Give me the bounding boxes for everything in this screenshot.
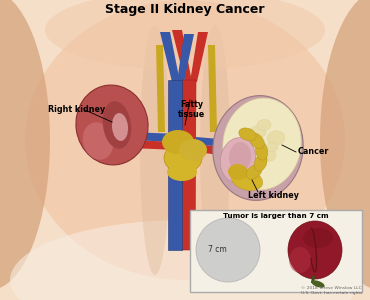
Ellipse shape <box>303 228 333 248</box>
Ellipse shape <box>239 128 256 141</box>
Ellipse shape <box>103 101 131 149</box>
Polygon shape <box>208 45 217 132</box>
Ellipse shape <box>246 137 266 153</box>
Polygon shape <box>311 276 315 283</box>
Ellipse shape <box>288 221 342 279</box>
Text: Right kidney: Right kidney <box>48 106 105 115</box>
Ellipse shape <box>249 133 264 149</box>
Ellipse shape <box>257 119 271 130</box>
Ellipse shape <box>231 169 263 190</box>
Ellipse shape <box>254 154 267 171</box>
Polygon shape <box>156 45 165 132</box>
Ellipse shape <box>10 220 360 300</box>
Text: Cancer: Cancer <box>298 148 329 157</box>
Text: Left kidney: Left kidney <box>248 190 299 200</box>
Ellipse shape <box>76 85 148 165</box>
Ellipse shape <box>164 143 202 173</box>
Text: Stage II Kidney Cancer: Stage II Kidney Cancer <box>105 3 265 16</box>
Polygon shape <box>130 132 178 142</box>
Text: 7 cm: 7 cm <box>208 245 226 254</box>
Ellipse shape <box>179 139 207 161</box>
Polygon shape <box>181 80 196 250</box>
Ellipse shape <box>200 25 230 275</box>
Ellipse shape <box>239 144 253 156</box>
Ellipse shape <box>167 163 197 181</box>
Text: Tumor is larger than 7 cm: Tumor is larger than 7 cm <box>223 213 329 219</box>
Ellipse shape <box>228 164 248 180</box>
Polygon shape <box>196 137 231 148</box>
Ellipse shape <box>246 164 262 179</box>
Ellipse shape <box>0 0 50 290</box>
Ellipse shape <box>260 148 276 161</box>
Ellipse shape <box>25 0 345 280</box>
Ellipse shape <box>266 142 278 152</box>
Ellipse shape <box>289 247 311 273</box>
Ellipse shape <box>45 0 325 70</box>
Polygon shape <box>177 34 194 82</box>
Ellipse shape <box>112 113 128 141</box>
Ellipse shape <box>140 25 170 275</box>
Ellipse shape <box>256 142 268 160</box>
Ellipse shape <box>223 98 301 190</box>
Polygon shape <box>172 30 192 82</box>
Ellipse shape <box>244 133 256 143</box>
Ellipse shape <box>311 280 324 288</box>
Ellipse shape <box>229 142 251 172</box>
Polygon shape <box>130 140 178 150</box>
Ellipse shape <box>220 138 256 182</box>
Circle shape <box>196 218 260 282</box>
FancyBboxPatch shape <box>190 210 362 292</box>
Text: © 2018 Terese Winslow LLC
U.S. Govt. has certain rights: © 2018 Terese Winslow LLC U.S. Govt. has… <box>300 286 362 295</box>
Ellipse shape <box>320 0 370 290</box>
Ellipse shape <box>250 126 266 138</box>
Polygon shape <box>196 144 230 156</box>
Ellipse shape <box>162 130 194 154</box>
Ellipse shape <box>267 131 285 145</box>
Polygon shape <box>160 32 180 82</box>
Polygon shape <box>190 32 208 82</box>
Polygon shape <box>168 80 182 250</box>
Ellipse shape <box>213 96 303 200</box>
Text: Fatty
tissue: Fatty tissue <box>178 100 206 119</box>
Ellipse shape <box>83 122 113 160</box>
